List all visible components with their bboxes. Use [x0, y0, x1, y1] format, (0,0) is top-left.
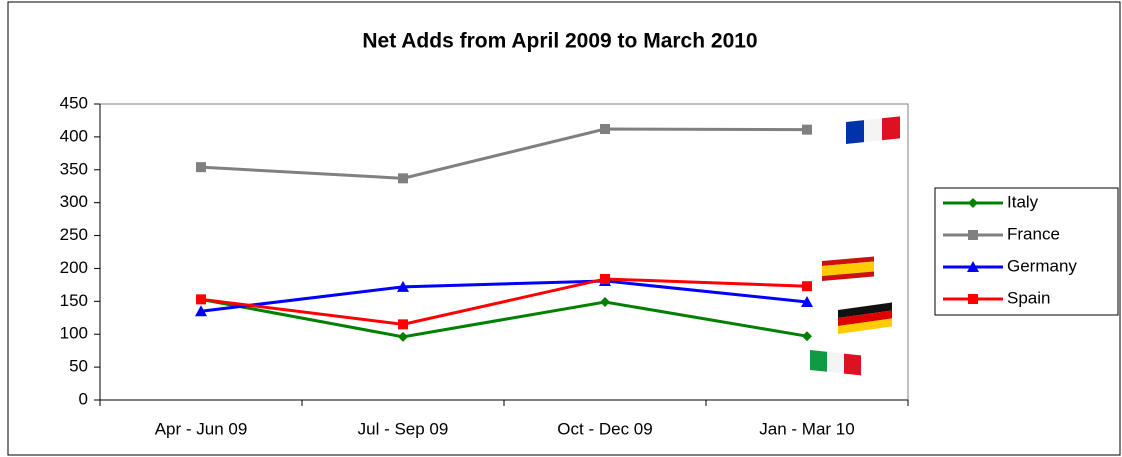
data-point	[195, 305, 207, 317]
legend-marker	[967, 261, 979, 272]
series-line	[200, 279, 808, 313]
data-point	[801, 295, 813, 307]
data-point	[802, 331, 812, 342]
legend-marker	[968, 230, 978, 240]
x-tick-label: Apr - Jun 09	[155, 419, 248, 438]
data-point	[802, 281, 812, 292]
data-point	[196, 294, 206, 305]
y-tick-label: 150	[60, 291, 88, 310]
y-tick-label: 0	[79, 389, 88, 408]
x-tick-label: Jan - Mar 10	[759, 419, 854, 438]
y-tick-label: 350	[60, 159, 88, 178]
series-line	[200, 127, 808, 180]
y-tick-label: 200	[60, 258, 88, 277]
x-tick-label: Oct - Dec 09	[557, 419, 652, 438]
y-tick-label: 250	[60, 225, 88, 244]
data-point	[600, 296, 610, 307]
legend-label: Italy	[1007, 192, 1039, 211]
legend-marker	[968, 198, 978, 208]
data-point	[196, 162, 206, 173]
y-tick-label: 450	[60, 93, 88, 112]
legend-label: Spain	[1007, 288, 1050, 307]
data-point	[398, 331, 408, 342]
series-line	[200, 277, 808, 326]
flag-germany	[838, 302, 892, 334]
chart-title: Net Adds from April 2009 to March 2010	[362, 30, 757, 53]
data-point	[600, 123, 610, 134]
x-tick-label: Jul - Sep 09	[358, 419, 449, 438]
data-point	[397, 280, 409, 292]
legend-label: Germany	[1007, 256, 1077, 275]
y-tick-label: 400	[60, 126, 88, 145]
data-point	[802, 124, 812, 135]
y-tick-label: 300	[60, 192, 88, 211]
legend-box	[934, 187, 1119, 316]
data-point	[398, 173, 408, 184]
data-point	[600, 273, 610, 284]
data-point	[398, 319, 408, 330]
y-tick-label: 50	[69, 357, 88, 376]
y-tick-label: 100	[60, 324, 88, 343]
series-line	[200, 297, 808, 339]
legend-label: France	[1007, 224, 1060, 243]
flag-italy	[810, 350, 861, 376]
flag-spain	[822, 256, 874, 281]
flag-france	[846, 116, 900, 144]
legend-marker	[968, 294, 978, 304]
